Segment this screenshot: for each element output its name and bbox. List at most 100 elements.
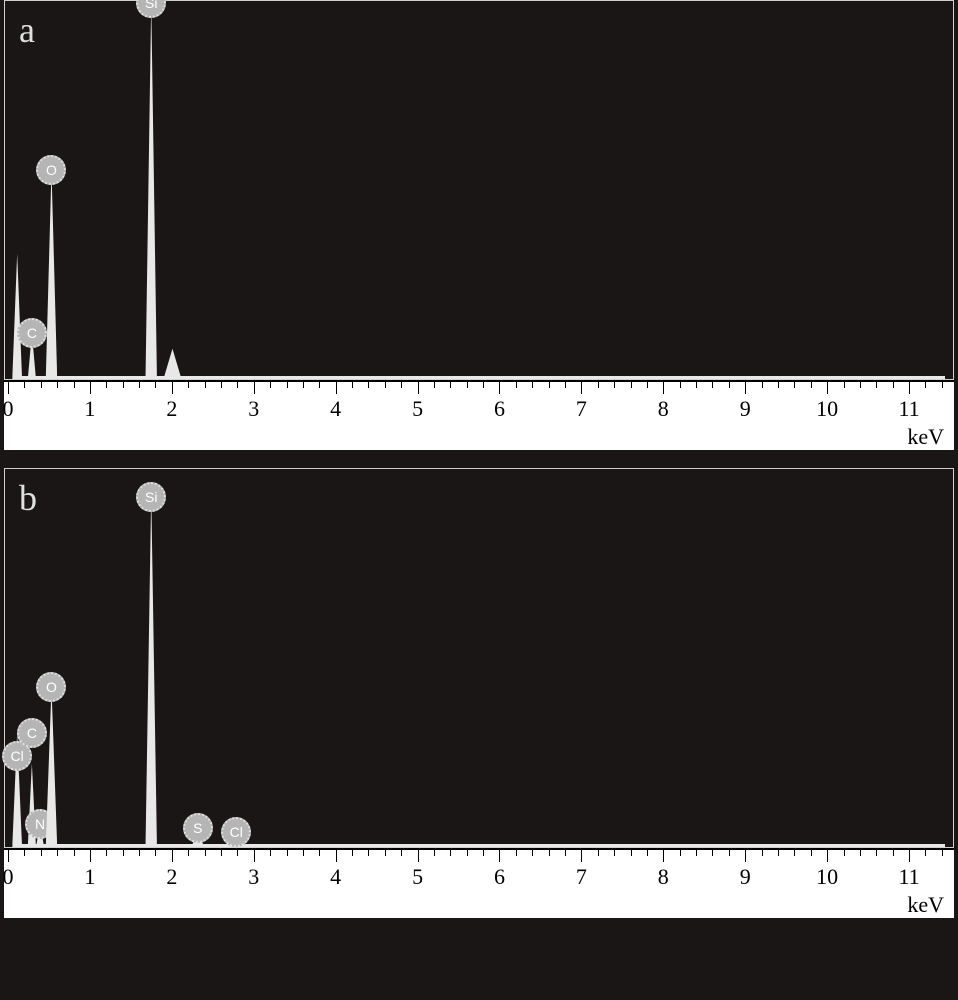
x-tick-minor — [598, 380, 599, 388]
x-tick-major — [909, 380, 910, 394]
x-tick-minor — [74, 848, 75, 856]
x-tick-minor — [942, 380, 943, 388]
x-tick-minor — [123, 848, 124, 856]
x-tick-minor — [237, 380, 238, 388]
x-tick-major — [663, 380, 664, 394]
x-tick-label: 3 — [248, 396, 259, 422]
x-tick-minor — [155, 380, 156, 388]
x-axis-unit: keV — [907, 892, 944, 918]
x-tick-minor — [614, 380, 615, 388]
x-tick-minor — [565, 380, 566, 388]
x-tick-major — [254, 380, 255, 394]
spectrum-peak — [46, 170, 57, 379]
x-tick-minor — [319, 848, 320, 856]
element-marker: C — [17, 718, 47, 748]
x-tick-minor — [57, 848, 58, 856]
x-tick-major — [663, 848, 664, 862]
x-tick-minor — [106, 848, 107, 856]
spectrum-peak — [163, 349, 181, 379]
x-tick-minor — [614, 848, 615, 856]
x-tick-minor — [696, 380, 697, 388]
x-tick-minor — [549, 380, 550, 388]
element-marker-label: O — [46, 679, 57, 695]
eds-spectrum-panel: bClCNOSiSCl01234567891011keV — [4, 468, 954, 918]
x-tick-minor — [24, 380, 25, 388]
x-tick-minor — [139, 380, 140, 388]
x-tick-major — [418, 380, 419, 394]
x-tick-minor — [188, 380, 189, 388]
x-tick-minor — [893, 380, 894, 388]
x-tick-minor — [368, 380, 369, 388]
x-tick-minor — [221, 848, 222, 856]
x-tick-minor — [794, 848, 795, 856]
x-tick-major — [254, 848, 255, 862]
x-axis-unit: keV — [907, 424, 944, 450]
x-tick-minor — [647, 380, 648, 388]
x-tick-label: 10 — [816, 864, 838, 890]
x-tick-minor — [925, 380, 926, 388]
x-tick-major — [827, 380, 828, 394]
element-marker-label: Si — [145, 489, 157, 505]
x-tick-minor — [434, 848, 435, 856]
x-tick-minor — [762, 848, 763, 856]
x-tick-minor — [352, 848, 353, 856]
x-tick-major — [499, 848, 500, 862]
x-tick-minor — [860, 380, 861, 388]
x-tick-minor — [516, 380, 517, 388]
element-marker-label: O — [46, 162, 57, 178]
x-tick-minor — [221, 380, 222, 388]
x-tick-minor — [385, 380, 386, 388]
x-tick-minor — [237, 848, 238, 856]
x-tick-minor — [598, 848, 599, 856]
x-tick-minor — [729, 380, 730, 388]
x-tick-label: 4 — [330, 864, 341, 890]
x-tick-label: 7 — [576, 864, 587, 890]
x-tick-minor — [106, 380, 107, 388]
x-tick-minor — [631, 848, 632, 856]
x-tick-major — [581, 848, 582, 862]
x-tick-minor — [205, 380, 206, 388]
x-tick-minor — [516, 848, 517, 856]
x-tick-minor — [287, 848, 288, 856]
x-tick-minor — [647, 848, 648, 856]
x-tick-minor — [401, 380, 402, 388]
x-tick-minor — [532, 380, 533, 388]
x-tick-minor — [467, 848, 468, 856]
x-tick-minor — [483, 848, 484, 856]
spectrum-peak — [12, 254, 22, 379]
x-tick-minor — [450, 848, 451, 856]
x-tick-minor — [696, 848, 697, 856]
x-tick-label: 5 — [412, 864, 423, 890]
x-tick-minor — [303, 848, 304, 856]
x-tick-minor — [778, 848, 779, 856]
x-tick-minor — [925, 848, 926, 856]
spectrum-peak — [46, 687, 57, 847]
element-marker-label: N — [35, 816, 45, 832]
x-tick-major — [8, 380, 9, 394]
element-marker-label: Cl — [230, 824, 243, 840]
x-tick-major — [827, 848, 828, 862]
x-tick-minor — [368, 848, 369, 856]
x-tick-minor — [123, 380, 124, 388]
element-marker-label: S — [193, 820, 202, 836]
x-tick-minor — [844, 848, 845, 856]
x-tick-minor — [712, 380, 713, 388]
x-tick-major — [909, 848, 910, 862]
x-tick-label: 4 — [330, 396, 341, 422]
element-marker: Cl — [221, 817, 251, 847]
x-tick-minor — [155, 848, 156, 856]
x-tick-minor — [270, 848, 271, 856]
x-tick-minor — [74, 380, 75, 388]
x-tick-minor — [794, 380, 795, 388]
x-tick-minor — [876, 848, 877, 856]
x-tick-minor — [680, 380, 681, 388]
x-tick-minor — [729, 848, 730, 856]
x-tick-minor — [762, 380, 763, 388]
x-tick-major — [499, 380, 500, 394]
x-tick-minor — [41, 848, 42, 856]
x-tick-minor — [811, 848, 812, 856]
x-tick-major — [90, 380, 91, 394]
x-tick-minor — [319, 380, 320, 388]
element-marker: O — [36, 155, 66, 185]
spectrum-peak — [146, 3, 157, 379]
